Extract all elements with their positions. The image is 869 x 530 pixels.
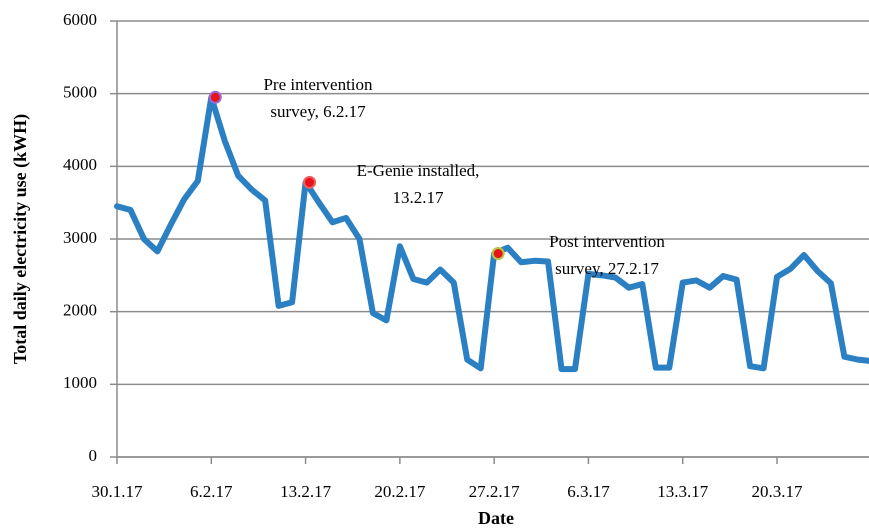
x-tick-label: 30.1.17	[92, 482, 144, 501]
data-line	[114, 94, 869, 373]
annotation-text: 13.2.17	[393, 188, 445, 207]
plot	[114, 94, 869, 373]
annotation-text: E-Genie installed,	[357, 161, 480, 180]
x-axis-title: Date	[478, 508, 514, 528]
x-tick-label: 6.3.17	[567, 482, 610, 501]
annotation-text: Pre intervention	[263, 75, 373, 94]
y-axis-title: Total daily electricity use (kWH)	[10, 114, 31, 364]
annotation-marker	[303, 175, 317, 189]
annotation-text: survey, 27.2.17	[555, 259, 659, 278]
annotation-text: survey, 6.2.17	[270, 102, 366, 121]
y-tick-label: 4000	[63, 155, 97, 174]
x-tick-label: 13.3.17	[657, 482, 709, 501]
x-tick-label: 20.2.17	[374, 482, 426, 501]
x-tick-label: 6.2.17	[190, 482, 233, 501]
y-tick-label: 3000	[63, 228, 97, 247]
x-tick-label: 27.2.17	[469, 482, 521, 501]
x-tick-label: 20.3.17	[752, 482, 804, 501]
annotation-text: Post intervention	[549, 232, 665, 251]
y-tick-label: 0	[89, 446, 98, 465]
annotation-marker	[491, 247, 505, 261]
y-tick-label: 5000	[63, 83, 97, 102]
annotation-marker	[208, 90, 222, 104]
x-tick-label: 13.2.17	[280, 482, 332, 501]
y-tick-label: 6000	[63, 10, 97, 29]
y-tick-label: 2000	[63, 301, 97, 320]
y-tick-label: 1000	[63, 373, 97, 392]
